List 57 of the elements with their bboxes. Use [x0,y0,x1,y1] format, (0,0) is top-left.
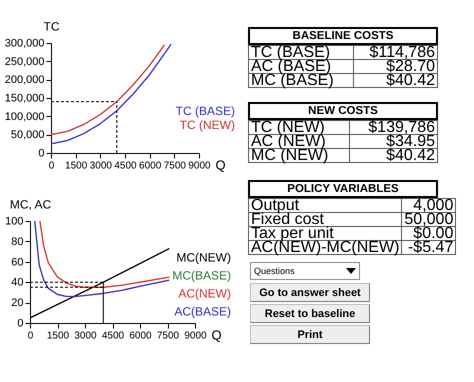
x-tick-label: 6000 [129,330,152,342]
y-tick-label: 60 [11,256,24,268]
x-tick-label: 7500 [156,330,180,342]
text: MC (BASE) [248,72,354,89]
y-tick-label: 20 [11,297,24,310]
y-tick-label: 0 [17,318,24,330]
y-axis-title: MC, AC [10,198,52,212]
text: 4,000 [402,197,456,214]
text: Fixed cost [248,211,402,228]
text: Tax per unit [248,225,402,242]
y-tick-label: 100,000 [4,110,44,123]
x-axis-title: Q [212,328,222,342]
y-tick-label: 100 [5,216,24,228]
x-tick-label: 3000 [90,160,112,172]
y-tick-label: 0 [38,148,44,160]
y-tick-label: 250,000 [4,56,44,68]
x-tick-label: 3000 [74,330,98,342]
x-tick-label: 6000 [139,160,162,172]
x-tick-label: 9000 [188,160,212,172]
text: Questions [254,266,295,276]
y-axis-title: TC [44,20,60,34]
x-tick-label: 1500 [46,330,70,342]
y-tick-label: 40 [11,276,24,289]
x-axis-title: Q [216,158,226,172]
text: AC (BASE) [248,58,354,75]
text: TC (BASE) [248,44,354,61]
text: TC (BASE) [176,104,235,118]
text: POLICY VARIABLES [248,180,438,198]
text: TC (NEW) [248,119,350,136]
text: TC (NEW) [180,118,235,132]
text: MC (NEW) [248,147,350,164]
y-tick-label: 150,000 [4,92,44,104]
x-tick-label: 7500 [164,160,186,172]
y-tick-label: 200,000 [4,74,44,86]
text: BASELINE COSTS [248,27,438,45]
x-tick-label: 9000 [184,330,208,342]
text: Go to answer sheet [250,283,370,302]
text: NEW COSTS [248,102,438,120]
text: AC(NEW)-MC(NEW) [248,239,402,256]
text: AC(BASE) [174,304,231,319]
x-tick-label: 4500 [114,160,138,172]
text: Reset to baseline [250,304,370,323]
series-label: MC(NEW) [176,250,231,265]
y-tick-label: 50,000 [10,129,44,142]
series-label: AC(NEW) [178,286,231,301]
x-tick-label: 1500 [65,160,88,172]
text: $40.42 [349,147,438,164]
text: -$5.47 [402,239,456,256]
legend-label: MC(BASE) [172,268,231,283]
text: Print [250,325,370,344]
y-tick-label: 80 [11,236,24,248]
x-tick-label: 4500 [102,330,125,342]
y-tick-label: 300,000 [4,38,44,50]
x-tick-label: 0 [48,160,55,172]
text: Output [248,197,402,214]
text: AC (NEW) [248,133,350,150]
text: $40.42 [353,72,438,89]
